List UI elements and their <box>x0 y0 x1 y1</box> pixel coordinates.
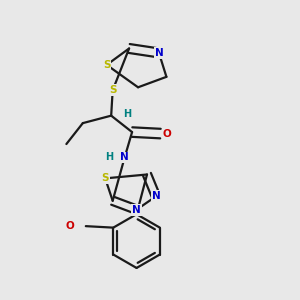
Text: N: N <box>154 48 163 58</box>
Text: H: H <box>106 152 114 162</box>
Text: H: H <box>124 109 132 119</box>
Text: O: O <box>65 221 74 231</box>
Text: S: S <box>109 85 116 95</box>
Text: N: N <box>132 205 141 215</box>
Text: S: S <box>101 173 109 183</box>
Text: O: O <box>163 129 171 139</box>
Text: N: N <box>120 152 129 163</box>
Text: S: S <box>103 60 110 70</box>
Text: N: N <box>152 191 160 201</box>
